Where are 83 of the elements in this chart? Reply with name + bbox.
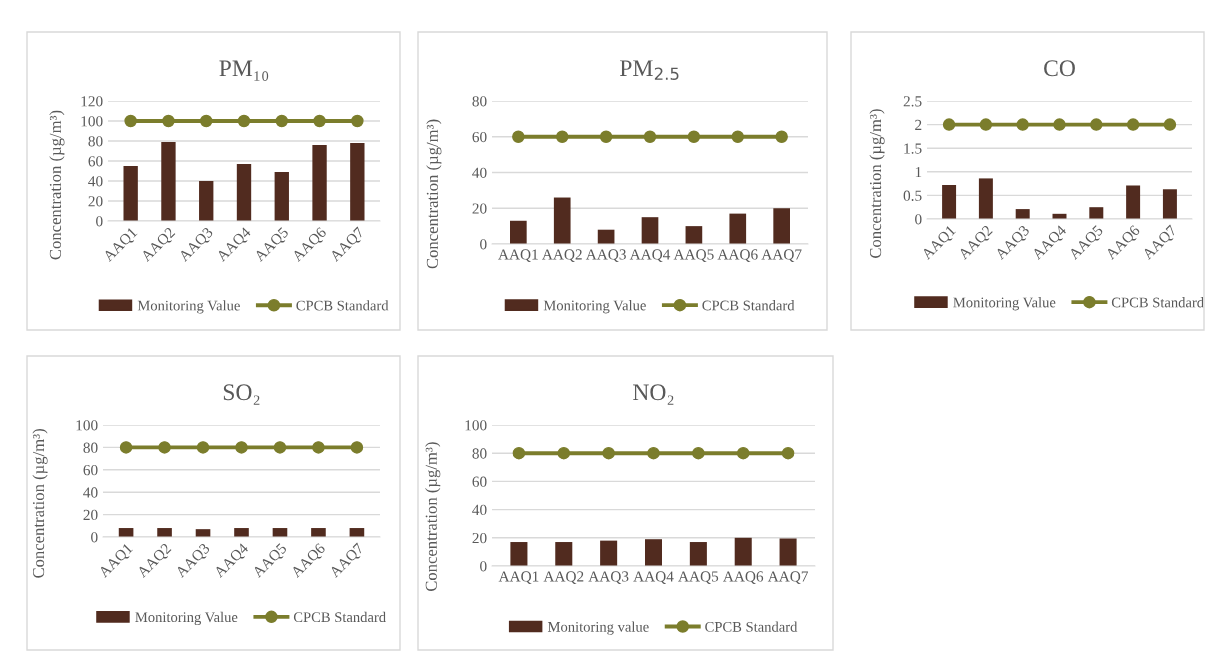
bar	[641, 217, 659, 244]
legend-label: CPCB Standard	[702, 300, 795, 311]
x-tick-label: AAQ6	[723, 571, 764, 584]
y-tick-label: 1	[915, 167, 922, 178]
x-tick-label: AAQ3	[585, 249, 626, 262]
y-axis-title: Concentration (µg/m³)	[425, 442, 441, 592]
bar	[729, 213, 747, 244]
y-tick-label: 100	[81, 116, 103, 127]
y-tick-label: 20	[472, 532, 487, 544]
y-tick-label: 2	[915, 119, 922, 130]
y-tick-label: 60	[88, 156, 103, 167]
y-tick-label: 0	[480, 561, 487, 572]
legend-label: CPCB Standard	[1111, 297, 1204, 308]
y-axis-title: Concentration (µg/m³)	[49, 110, 65, 260]
x-tick-label: AAQ2	[543, 571, 584, 584]
bar	[1015, 209, 1030, 219]
x-tick-label: AAQ7	[761, 249, 802, 262]
chart-title: PM$_{2.5}$	[619, 60, 679, 80]
y-tick-label: 20	[88, 196, 103, 207]
bar	[123, 166, 138, 221]
y-axis-title: Concentration (µg/m³)	[32, 429, 48, 578]
y-tick-label: 100	[465, 420, 487, 431]
x-tick-label: AAQ4	[633, 571, 674, 584]
chart-title: NO₂	[633, 384, 674, 405]
y-tick-label: 60	[472, 131, 487, 143]
y-tick-label: 60	[83, 464, 98, 476]
chart-title: SO₂	[223, 384, 260, 405]
legend-label: CPCB Standard	[296, 300, 389, 311]
legend-label: Monitoring value	[547, 621, 649, 635]
bar	[1126, 185, 1141, 219]
legend-label: CPCB Standard	[705, 621, 798, 632]
y-tick-label: 80	[472, 448, 487, 459]
x-tick-label: AAQ1	[498, 571, 539, 584]
legend-label: CPCB Standard	[293, 611, 386, 623]
bar	[161, 142, 176, 221]
y-axis-title: Concentration (µg/m³)	[426, 119, 442, 269]
y-tick-label: 0	[91, 532, 98, 543]
y-tick-label: 0.5	[903, 190, 922, 201]
y-tick-label: 40	[88, 176, 103, 187]
bar	[978, 178, 993, 219]
x-tick-label: AAQ7	[767, 571, 809, 584]
x-tick-label: AAQ6	[717, 249, 758, 262]
y-tick-label: 80	[472, 96, 487, 107]
chart-title: CO	[1044, 60, 1075, 77]
y-tick-label: 40	[472, 504, 487, 516]
y-tick-label: 80	[83, 442, 98, 453]
y-tick-label: 120	[81, 96, 103, 107]
y-tick-label: 2.5	[903, 96, 922, 107]
chart-title: PM₁₀	[219, 60, 269, 81]
legend-label: Monitoring Value	[137, 300, 240, 314]
x-tick-label: AAQ4	[629, 249, 671, 262]
legend-label: Monitoring Value	[953, 297, 1056, 311]
bar	[685, 226, 703, 244]
bar	[509, 220, 527, 244]
x-tick-label: AAQ1	[498, 249, 538, 262]
bar	[1162, 189, 1177, 219]
bar	[1089, 207, 1104, 219]
bar	[773, 208, 791, 244]
y-axis-title: Concentration (µg/m³)	[869, 109, 885, 259]
y-tick-label: 20	[83, 509, 98, 521]
x-tick-label: AAQ5	[678, 571, 719, 584]
x-tick-label: AAQ5	[673, 249, 714, 262]
x-tick-label: AAQ3	[588, 571, 629, 584]
y-tick-label: 0	[915, 214, 922, 225]
bar	[199, 181, 214, 221]
y-tick-label: 40	[472, 167, 487, 178]
y-tick-label: 80	[88, 136, 103, 147]
y-tick-label: 40	[83, 487, 98, 498]
y-tick-label: 0	[480, 239, 487, 250]
bar	[274, 172, 289, 221]
bar	[236, 164, 252, 221]
y-tick-label: 20	[472, 203, 487, 214]
y-tick-label: 60	[472, 476, 487, 487]
bar	[312, 145, 327, 221]
legend-label: Monitoring Value	[135, 611, 238, 626]
y-tick-label: 100	[76, 420, 98, 431]
y-tick-label: 1.5	[904, 143, 922, 154]
y-tick-label: 0	[96, 216, 103, 227]
legend-label: Monitoring Value	[543, 300, 646, 314]
bar	[942, 185, 957, 219]
bar	[350, 143, 365, 221]
bar	[553, 197, 571, 244]
x-tick-label: AAQ2	[542, 249, 582, 262]
